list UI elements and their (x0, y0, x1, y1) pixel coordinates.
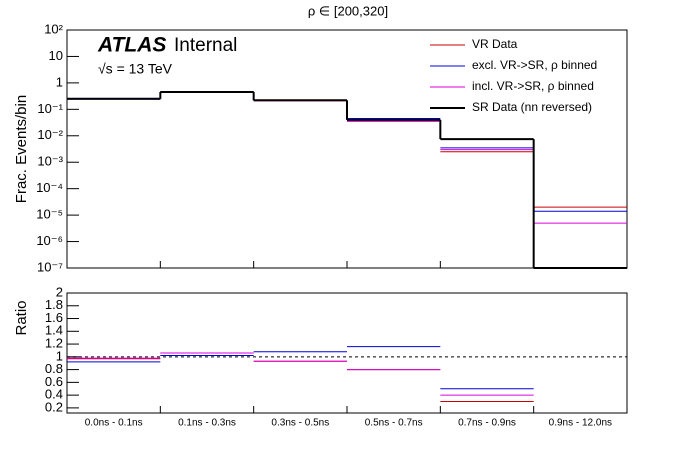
y-tick-label: 0.6 (45, 374, 63, 389)
energy-label: √s = 13 TeV (98, 61, 173, 77)
atlas-label: ATLAS (97, 34, 166, 57)
y-tick-label: 1.6 (45, 310, 63, 325)
legend-label: incl. VR->SR, ρ binned (472, 79, 594, 93)
y-tick-label: 10⁻¹ (37, 101, 63, 116)
x-tick-label: 0.1ns - 0.3ns (178, 418, 236, 429)
y-tick-label: 1 (56, 74, 63, 89)
y-axis-label: Ratio (13, 300, 30, 335)
y-tick-label: 10 (49, 48, 63, 63)
chart-title: ρ ∈ [200,320] (308, 3, 388, 18)
y-tick-label: 10⁻⁶ (36, 233, 63, 248)
y-tick-label: 1 (56, 348, 63, 363)
y-tick-label: 2 (56, 284, 63, 299)
y-tick-label: 0.2 (45, 399, 63, 414)
y-tick-label: 10⁻³ (37, 154, 63, 169)
legend-label: SR Data (nn reversed) (472, 100, 592, 114)
x-tick-label: 0.3ns - 0.5ns (271, 418, 329, 429)
x-tick-label: 0.0ns - 0.1ns (85, 418, 143, 429)
y-tick-label: 10⁻² (37, 127, 63, 142)
status-label: Internal (174, 35, 237, 56)
x-tick-label: 0.7ns - 0.9ns (458, 418, 516, 429)
x-tick-label: 0.9ns - 12.0ns (549, 418, 612, 429)
y-tick-label: 1.4 (45, 323, 63, 338)
y-tick-label: 10⁻⁷ (37, 259, 63, 274)
x-tick-label: 0.5ns - 0.7ns (365, 418, 423, 429)
legend-label: VR Data (472, 37, 518, 51)
legend-label: excl. VR->SR, ρ binned (472, 58, 597, 72)
y-tick-label: 10⁻⁵ (36, 207, 63, 222)
y-tick-label: 10² (44, 21, 63, 36)
y-tick-label: 10⁻⁴ (36, 180, 63, 195)
y-tick-label: 0.8 (45, 361, 63, 376)
y-tick-label: 1.2 (45, 336, 63, 351)
y-tick-label: 1.8 (45, 297, 63, 312)
y-tick-label: 0.4 (45, 387, 63, 402)
y-axis-label: Frac. Events/bin (13, 95, 30, 203)
